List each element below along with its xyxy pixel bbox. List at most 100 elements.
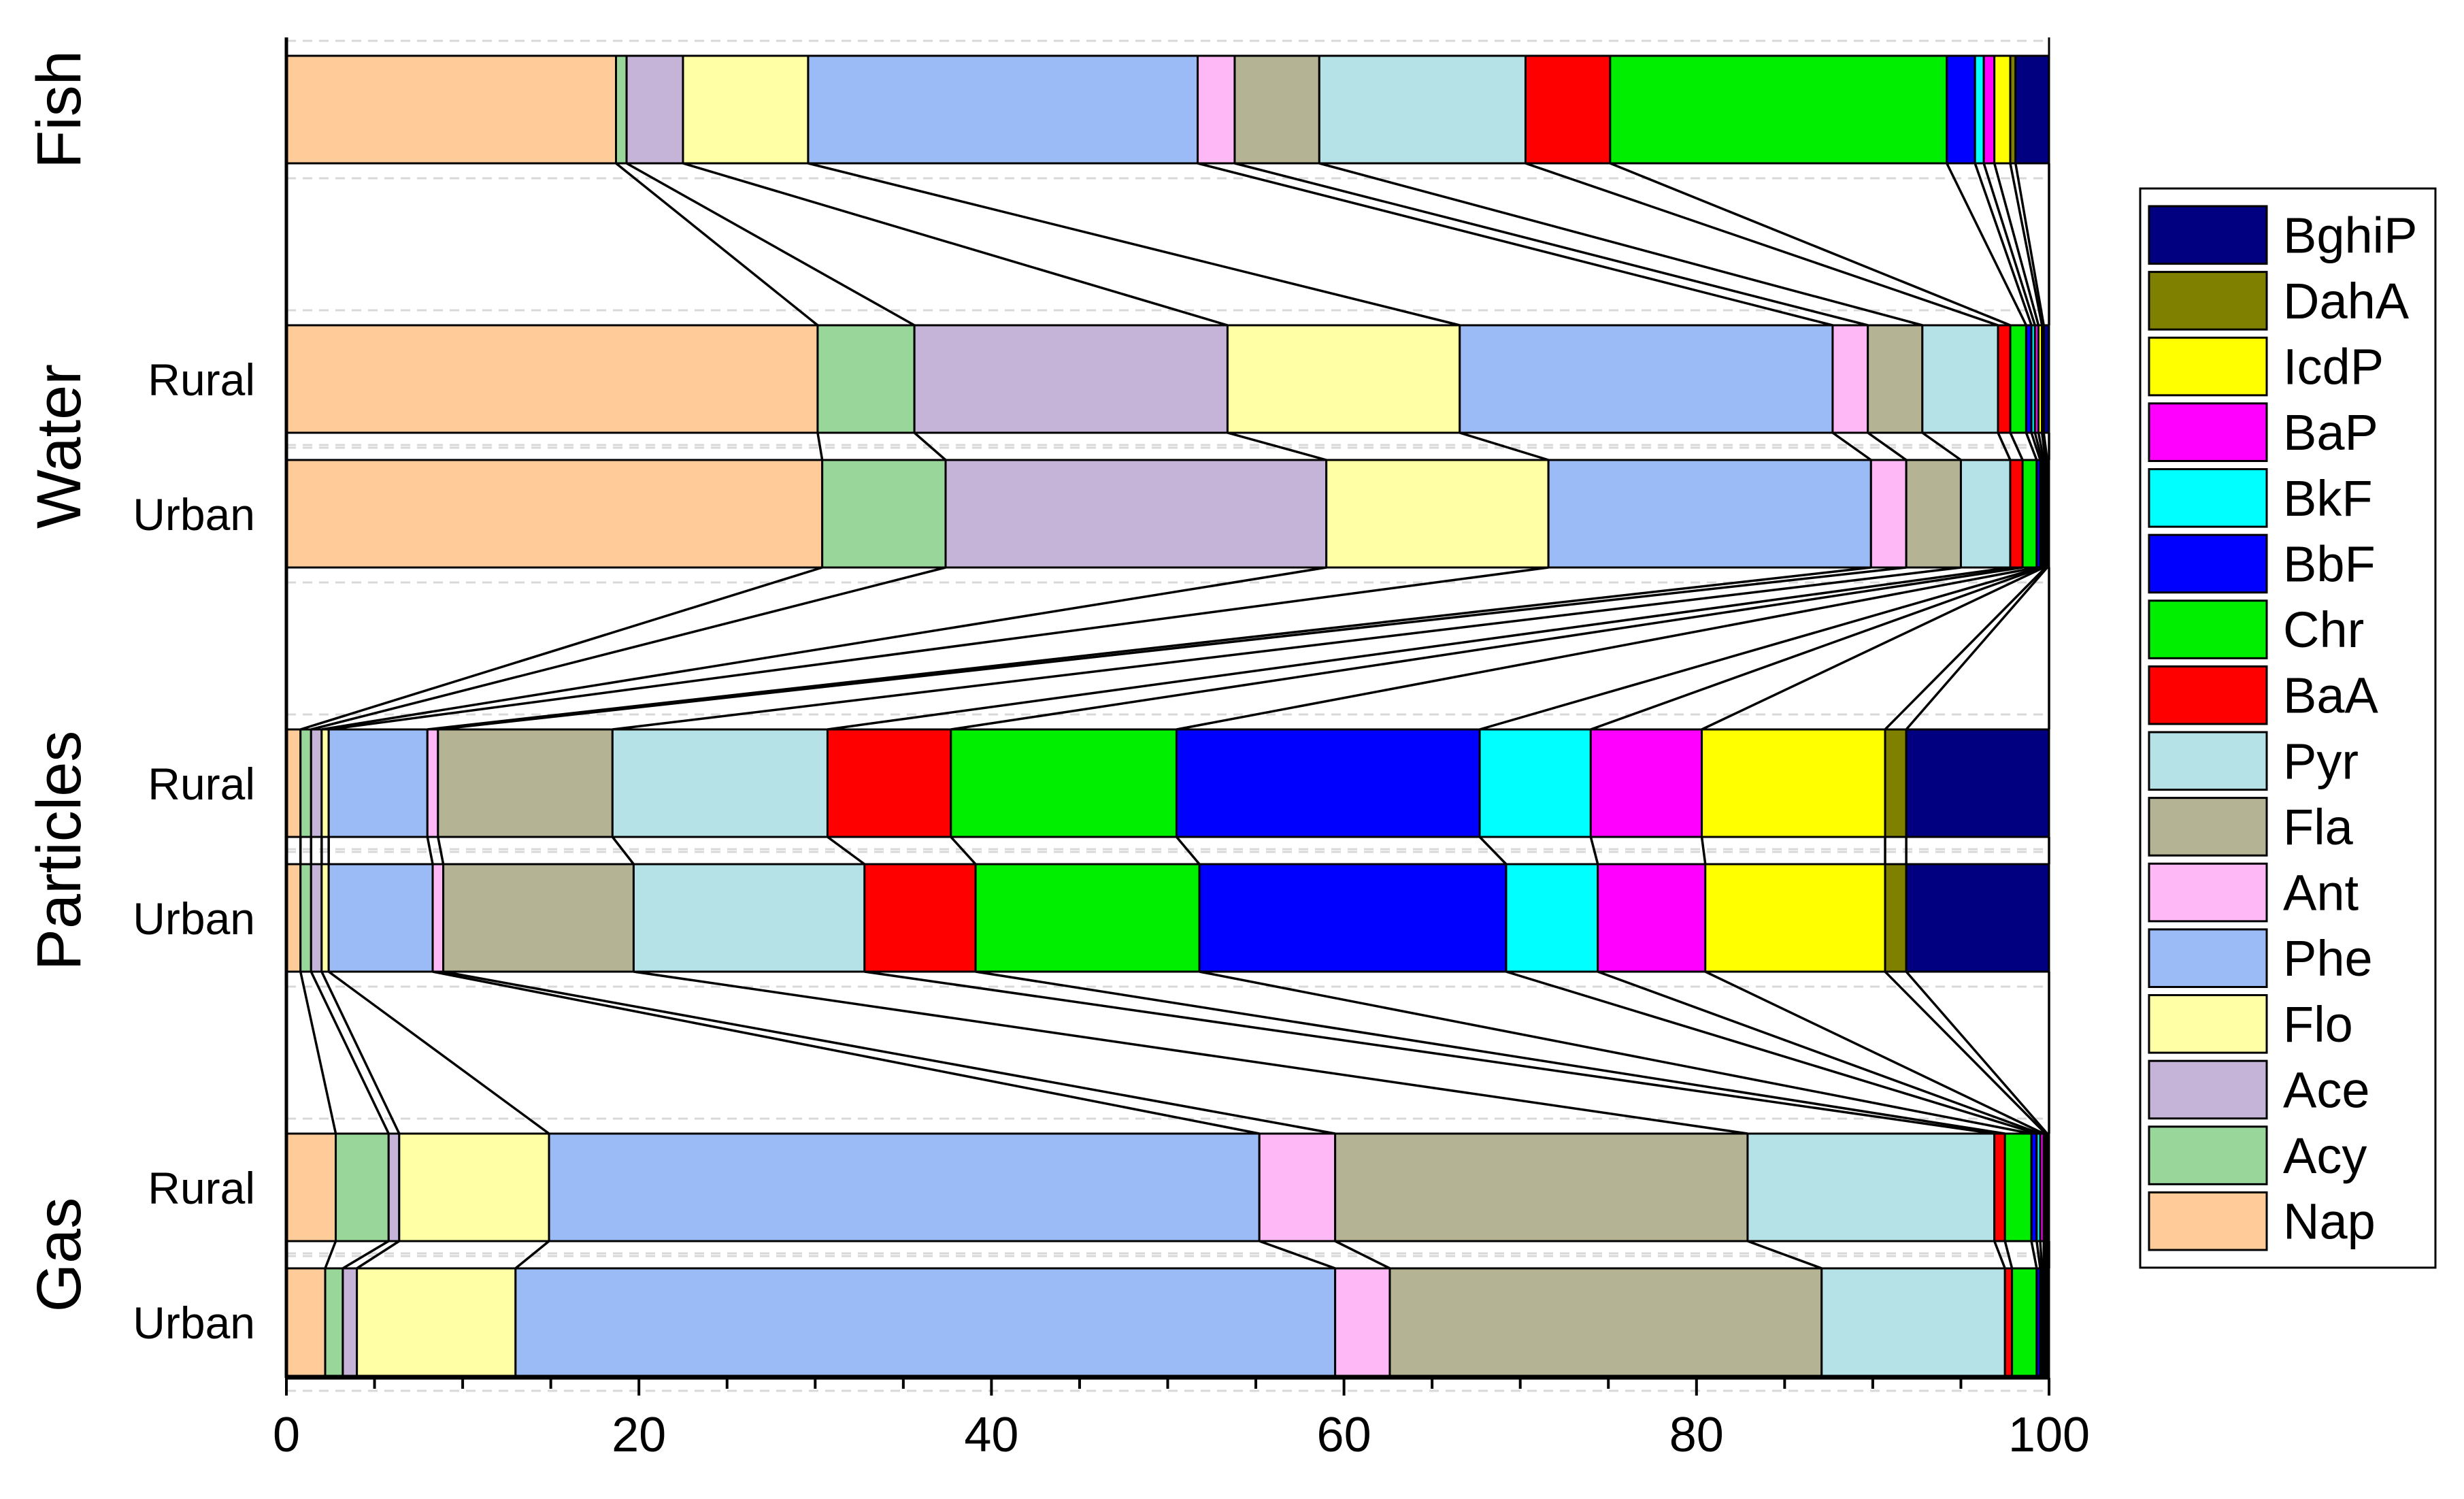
bar-segment-fish-bar-ant	[1197, 54, 1236, 165]
connector-line	[1905, 566, 2048, 731]
connector-line	[827, 836, 865, 866]
bar-segment-gas-urban-flo	[356, 1267, 517, 1377]
connector-line	[1993, 1240, 2006, 1269]
connector-line	[2033, 432, 2044, 461]
legend-swatch-acy	[2148, 1125, 2268, 1185]
bar-segment-particles-urban-phe	[327, 863, 434, 973]
bar-segment-gas-rural-pyr	[1746, 1132, 1996, 1242]
bar-segment-fish-bar-chr	[1609, 54, 1948, 165]
connector-line	[1993, 163, 2040, 326]
legend-label-ant: Ant	[2283, 865, 2359, 921]
connector-line	[1974, 163, 2033, 326]
connector-line	[300, 566, 823, 731]
bar-segment-particles-urban-bkf	[1505, 863, 1599, 973]
bar-segment-particles-urban-fla	[442, 863, 635, 973]
x-tick-label: 60	[1317, 1408, 1371, 1462]
legend-swatch-phe	[2148, 928, 2268, 988]
bar-segment-particles-rural-bap	[1589, 728, 1703, 838]
connector-line	[1700, 836, 1707, 865]
bar-segment-water-urban-pyr	[1959, 459, 2012, 569]
bar-segment-water-rural-phe	[1459, 324, 1834, 434]
legend-swatch-bghip	[2148, 205, 2268, 265]
connector-line	[432, 970, 1260, 1135]
legend-label-daha: DahA	[2283, 273, 2410, 329]
bar-segment-gas-rural-phe	[548, 1132, 1261, 1242]
connector-line	[612, 566, 1961, 731]
legend-swatch-bkf	[2148, 468, 2268, 528]
connector-line	[2025, 432, 2038, 461]
legend-swatch-nap	[2148, 1191, 2268, 1251]
connector-line	[1982, 163, 2036, 326]
bar-segment-water-urban-nap	[285, 459, 824, 569]
connector-line	[1259, 1240, 1336, 1270]
connector-line	[1610, 162, 2011, 327]
connector-line	[1199, 970, 2032, 1135]
legend-label-nap: Nap	[2283, 1193, 2376, 1250]
legend-label-phe: Phe	[2283, 930, 2373, 987]
connector-line	[1176, 566, 2037, 731]
connector-line	[1997, 432, 2012, 461]
connector-line	[1525, 162, 1999, 327]
row-label-gas-rural: Rural	[148, 1163, 255, 1213]
connector-line	[1704, 970, 2044, 1135]
connector-line	[1176, 836, 1201, 866]
bar-segment-particles-rural-icdp	[1701, 728, 1886, 838]
bar-segment-gas-urban-ace	[342, 1267, 359, 1377]
bar-segment-fish-bar-flo	[682, 54, 810, 165]
bar-segment-fish-bar-bbf	[1946, 54, 1976, 165]
bar-segment-gas-rural-acy	[335, 1132, 390, 1242]
connector-line	[1747, 1240, 1822, 1270]
bar-segment-particles-urban-acy	[299, 863, 312, 973]
legend-label-flo: Flo	[2283, 996, 2353, 1053]
legend-swatch-chr	[2148, 599, 2268, 659]
connector-line	[1884, 970, 2047, 1135]
connector-line	[2042, 432, 2049, 461]
bar-segment-fish-bar-acy	[615, 54, 628, 165]
bar-segment-particles-urban-pyr	[632, 863, 866, 973]
legend-swatch-bap	[2148, 402, 2268, 462]
connector-line	[310, 566, 946, 731]
x-tick-label: 100	[2008, 1408, 2090, 1462]
bar-segment-particles-rural-flo	[320, 728, 330, 838]
connector-line	[2030, 1240, 2038, 1269]
bar-segment-particles-rural-bbf	[1175, 728, 1481, 838]
group-label-water: Water	[24, 364, 94, 529]
bar-segment-gas-urban-pyr	[1820, 1267, 2006, 1377]
connector-line	[2003, 1240, 2014, 1269]
bar-segment-gas-urban-chr	[2011, 1267, 2038, 1377]
bar-segment-particles-rural-bkf	[1478, 728, 1592, 838]
connector-line	[320, 971, 401, 1134]
bar-segment-particles-urban-bbf	[1198, 863, 1508, 973]
connector-line	[913, 431, 947, 461]
legend-swatch-ant	[2148, 862, 2268, 923]
connector-line	[324, 1240, 337, 1269]
legend-label-bkf: BkF	[2283, 470, 2373, 527]
legend-swatch-flo	[2148, 994, 2268, 1054]
bar-segment-water-urban-ant	[1869, 459, 1908, 569]
bars-layer	[285, 54, 2050, 1377]
bar-segment-water-urban-fla	[1905, 459, 1962, 569]
bar-segment-water-rural-ace	[913, 324, 1229, 434]
connector-line	[328, 566, 1549, 731]
bar-segment-particles-urban-daha	[1884, 863, 1908, 973]
legend-label-baa: BaA	[2283, 668, 2379, 724]
bar-segment-particles-urban-icdp	[1704, 863, 1886, 973]
connector-line	[1831, 431, 1872, 461]
bar-segment-particles-rural-ace	[310, 728, 323, 838]
legend-label-fla: Fla	[2283, 799, 2354, 855]
connector-line	[2009, 163, 2044, 326]
row-label-particles-urban: Urban	[133, 893, 255, 944]
connector-line	[827, 566, 2011, 731]
legend-swatch-daha	[2148, 271, 2268, 331]
bar-segment-gas-urban-baa	[2003, 1267, 2014, 1377]
connector-line	[626, 162, 915, 327]
bar-segment-water-urban-phe	[1547, 459, 1872, 569]
connector-lines	[285, 162, 2050, 1270]
legend-swatch-pyr	[2148, 731, 2268, 791]
connector-line	[443, 970, 1335, 1135]
bar-segment-particles-rural-ant	[426, 728, 439, 838]
x-tick-label: 80	[1669, 1408, 1724, 1462]
connector-line	[1589, 836, 1599, 865]
bar-segment-particles-rural-nap	[285, 728, 302, 838]
connector-line	[1197, 162, 1833, 327]
